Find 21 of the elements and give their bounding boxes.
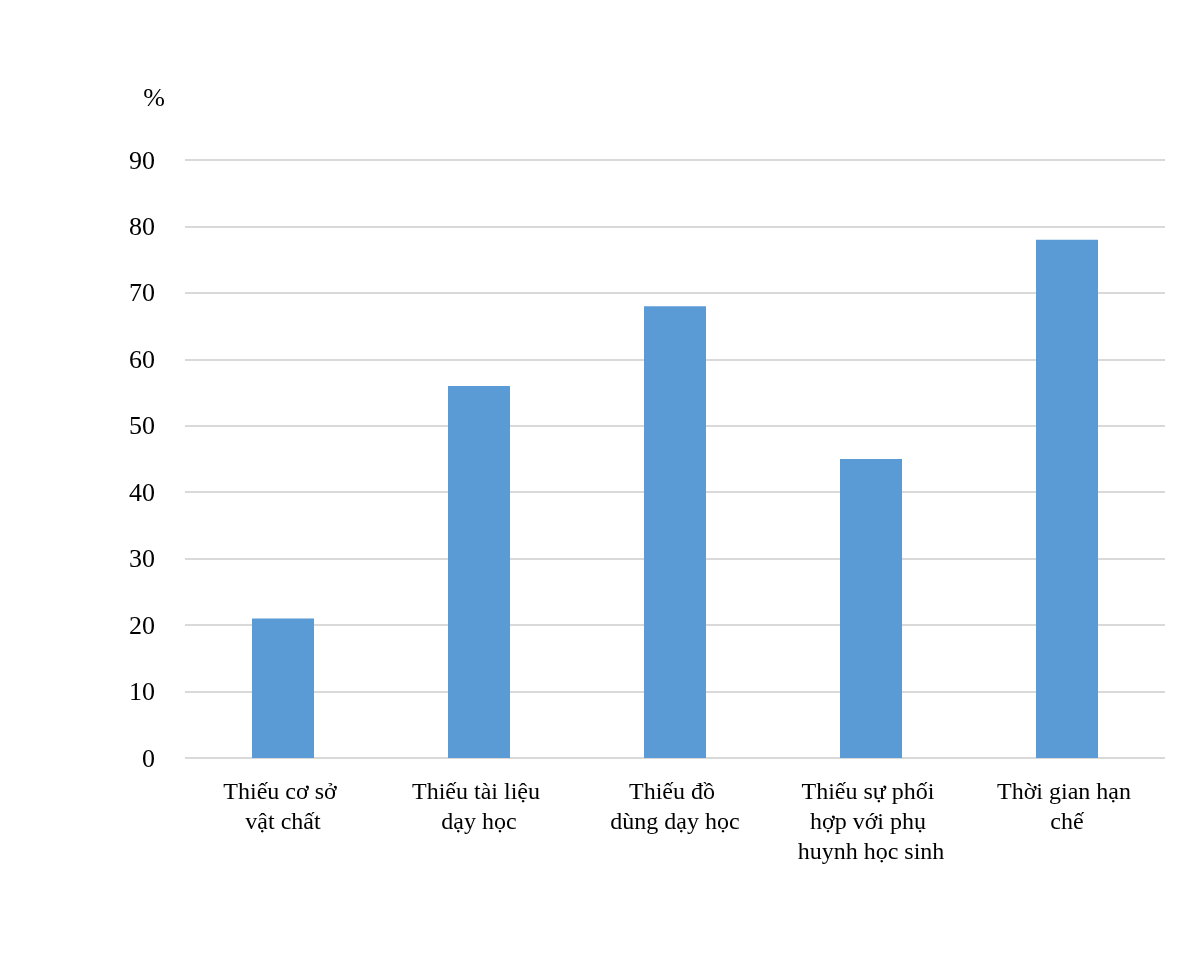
x-tick-label: Thiếu đồ dùng dạy học xyxy=(610,778,740,834)
x-tick-label: Thời gian hạn chế xyxy=(997,778,1137,834)
y-tick-label: 10 xyxy=(129,677,155,707)
x-tick-label: Thiếu cơ sở vật chất xyxy=(223,778,343,834)
bar xyxy=(448,385,510,758)
y-tick-label: 60 xyxy=(129,344,155,374)
y-tick-label: 0 xyxy=(142,743,155,773)
bar xyxy=(1036,239,1098,758)
y-tick-label: 20 xyxy=(129,610,155,640)
bar xyxy=(644,306,706,758)
bar xyxy=(840,459,902,758)
y-tick-label: 50 xyxy=(129,411,155,441)
x-tick-label: Thiếu sự phối hợp với phụ huynh học sinh xyxy=(797,778,945,864)
y-tick-label: 80 xyxy=(129,211,155,241)
bar xyxy=(252,618,314,758)
y-axis-title: % xyxy=(143,82,165,112)
y-tick-label: 40 xyxy=(129,477,155,507)
y-tick-label: 30 xyxy=(129,544,155,574)
y-tick-label: 90 xyxy=(129,145,155,175)
x-tick-label: Thiếu tài liệu dạy học xyxy=(412,778,546,834)
y-tick-label: 70 xyxy=(129,278,155,308)
